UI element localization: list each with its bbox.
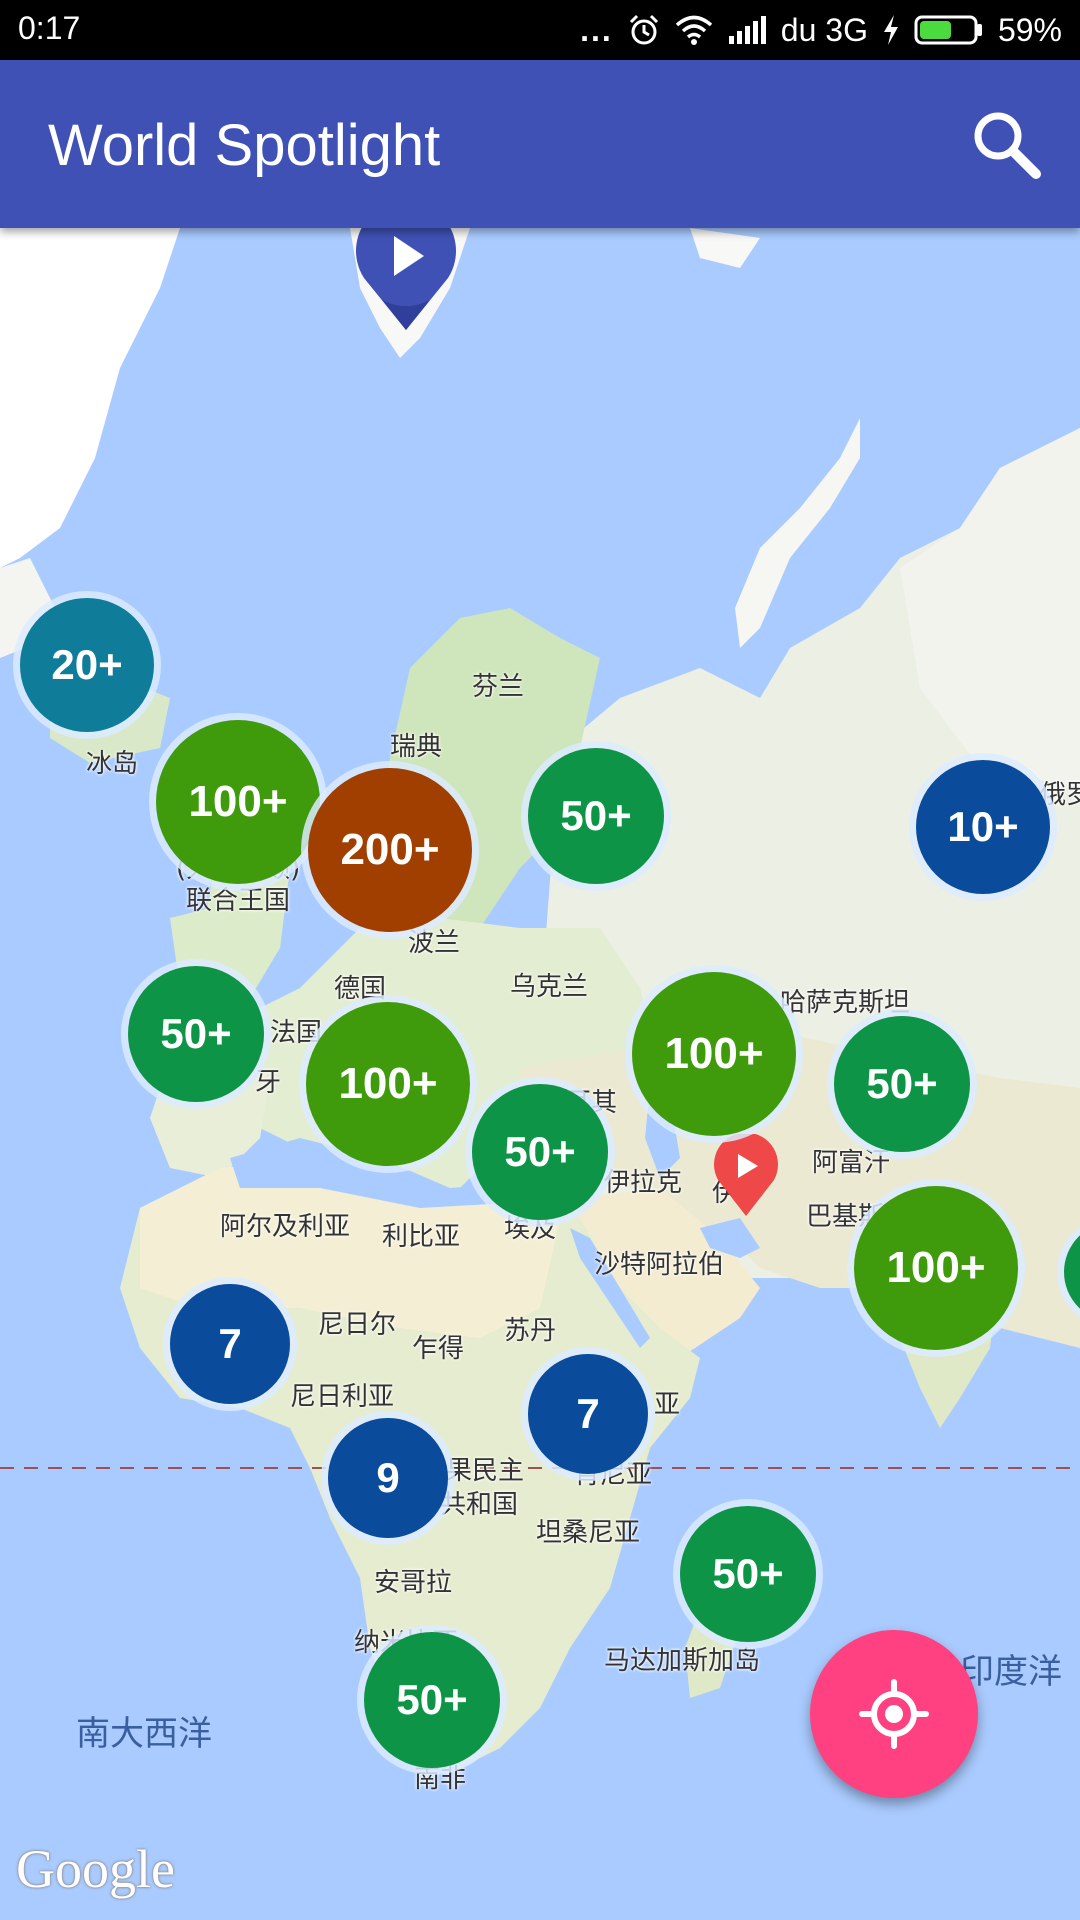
country-label: 乍得 — [412, 1334, 465, 1364]
cluster-marker-east-africa[interactable]: 7 — [528, 1354, 648, 1474]
country-label: 共和国 — [440, 1490, 519, 1520]
my-location-button[interactable] — [810, 1630, 978, 1798]
country-label: 坦桑尼亚 — [536, 1518, 641, 1548]
country-label: 冰岛 — [86, 749, 139, 779]
ocean-label: 南大西洋 — [76, 1714, 212, 1754]
cluster-marker-north-sea[interactable]: 200+ — [308, 768, 472, 932]
google-logo: Google — [16, 1839, 175, 1899]
country-label: 波兰 — [408, 928, 461, 958]
cluster-marker-india[interactable]: 100+ — [854, 1186, 1018, 1350]
cluster-marker-west-africa[interactable]: 7 — [170, 1284, 290, 1404]
country-label: 尼日利亚 — [290, 1382, 395, 1412]
battery-icon — [914, 15, 982, 45]
cluster-marker-caucasus[interactable]: 100+ — [632, 972, 796, 1136]
play-icon — [738, 1154, 758, 1178]
cluster-marker-southern-africa[interactable]: 50+ — [364, 1632, 500, 1768]
charging-icon — [883, 15, 898, 45]
country-label: 芬兰 — [472, 672, 525, 702]
cluster-marker-iceland[interactable]: 20+ — [20, 598, 154, 732]
my-location-icon — [859, 1679, 929, 1749]
alarm-icon — [629, 14, 658, 45]
cluster-marker-baltic[interactable]: 50+ — [528, 748, 664, 884]
cluster-marker-france[interactable]: 50+ — [128, 966, 264, 1102]
country-label: 苏丹 — [504, 1316, 557, 1346]
battery-percent: 59% — [997, 11, 1062, 48]
country-label: 沙特阿拉伯 — [594, 1250, 725, 1280]
app-title: World Spotlight — [48, 113, 441, 178]
clock: 0:17 — [18, 10, 81, 46]
country-label: 乌克兰 — [510, 972, 589, 1002]
wifi-icon — [675, 15, 712, 45]
country-label: 阿富汗 — [812, 1148, 891, 1178]
country-label: 瑞典 — [390, 732, 443, 762]
status-bar: 0:17 ... du 3G 59% — [0, 0, 1080, 60]
world-map[interactable]: 芬兰 瑞典 冰岛 (大不列颠) 联合王国 波兰 德国 乌克兰 法国 牙 哈萨克斯… — [0, 228, 1080, 1920]
country-label: 牙 — [255, 1068, 282, 1098]
country-label: 哈萨克斯坦 — [780, 988, 911, 1018]
search-icon — [974, 112, 1041, 179]
country-label: 南非 — [414, 1764, 467, 1794]
carrier-label: du 3G — [780, 11, 868, 48]
status-icons: ... du 3G 59% — [580, 8, 1062, 52]
cluster-marker-madagascar[interactable]: 50+ — [680, 1506, 816, 1642]
app-bar: World Spotlight — [0, 60, 1080, 228]
country-label: 德国 — [334, 974, 387, 1004]
country-label: 果民主 — [446, 1456, 525, 1486]
country-label: 阿尔及利亚 — [220, 1212, 351, 1242]
country-label: 俄罗 — [1040, 780, 1080, 810]
cluster-marker-east-med[interactable]: 50+ — [472, 1084, 608, 1220]
cluster-marker-central-asia[interactable]: 50+ — [834, 1016, 970, 1152]
video-marker-gulf[interactable] — [712, 1132, 780, 1218]
country-label: 马达加斯加岛 — [604, 1646, 761, 1676]
country-label: 安哥拉 — [374, 1568, 453, 1598]
country-label: 联合王国 — [186, 886, 291, 916]
country-label: 尼日尔 — [318, 1310, 397, 1340]
country-label: 亚 — [654, 1390, 681, 1420]
notification-dots: ... — [580, 11, 613, 48]
signal-icon — [728, 16, 766, 44]
country-label: 法国 — [270, 1018, 323, 1048]
cluster-marker-uk[interactable]: 100+ — [156, 720, 320, 884]
ocean-label: 印度洋 — [960, 1652, 1062, 1692]
country-label: 利比亚 — [382, 1222, 461, 1252]
search-button[interactable] — [968, 106, 1044, 182]
cluster-marker-italy[interactable]: 100+ — [306, 1002, 470, 1166]
cluster-marker-russia[interactable]: 10+ — [916, 760, 1050, 894]
play-icon — [394, 236, 424, 276]
country-label: 伊拉克 — [604, 1168, 683, 1198]
cluster-marker-central-africa[interactable]: 9 — [328, 1418, 448, 1538]
video-marker-arctic[interactable] — [354, 228, 458, 332]
